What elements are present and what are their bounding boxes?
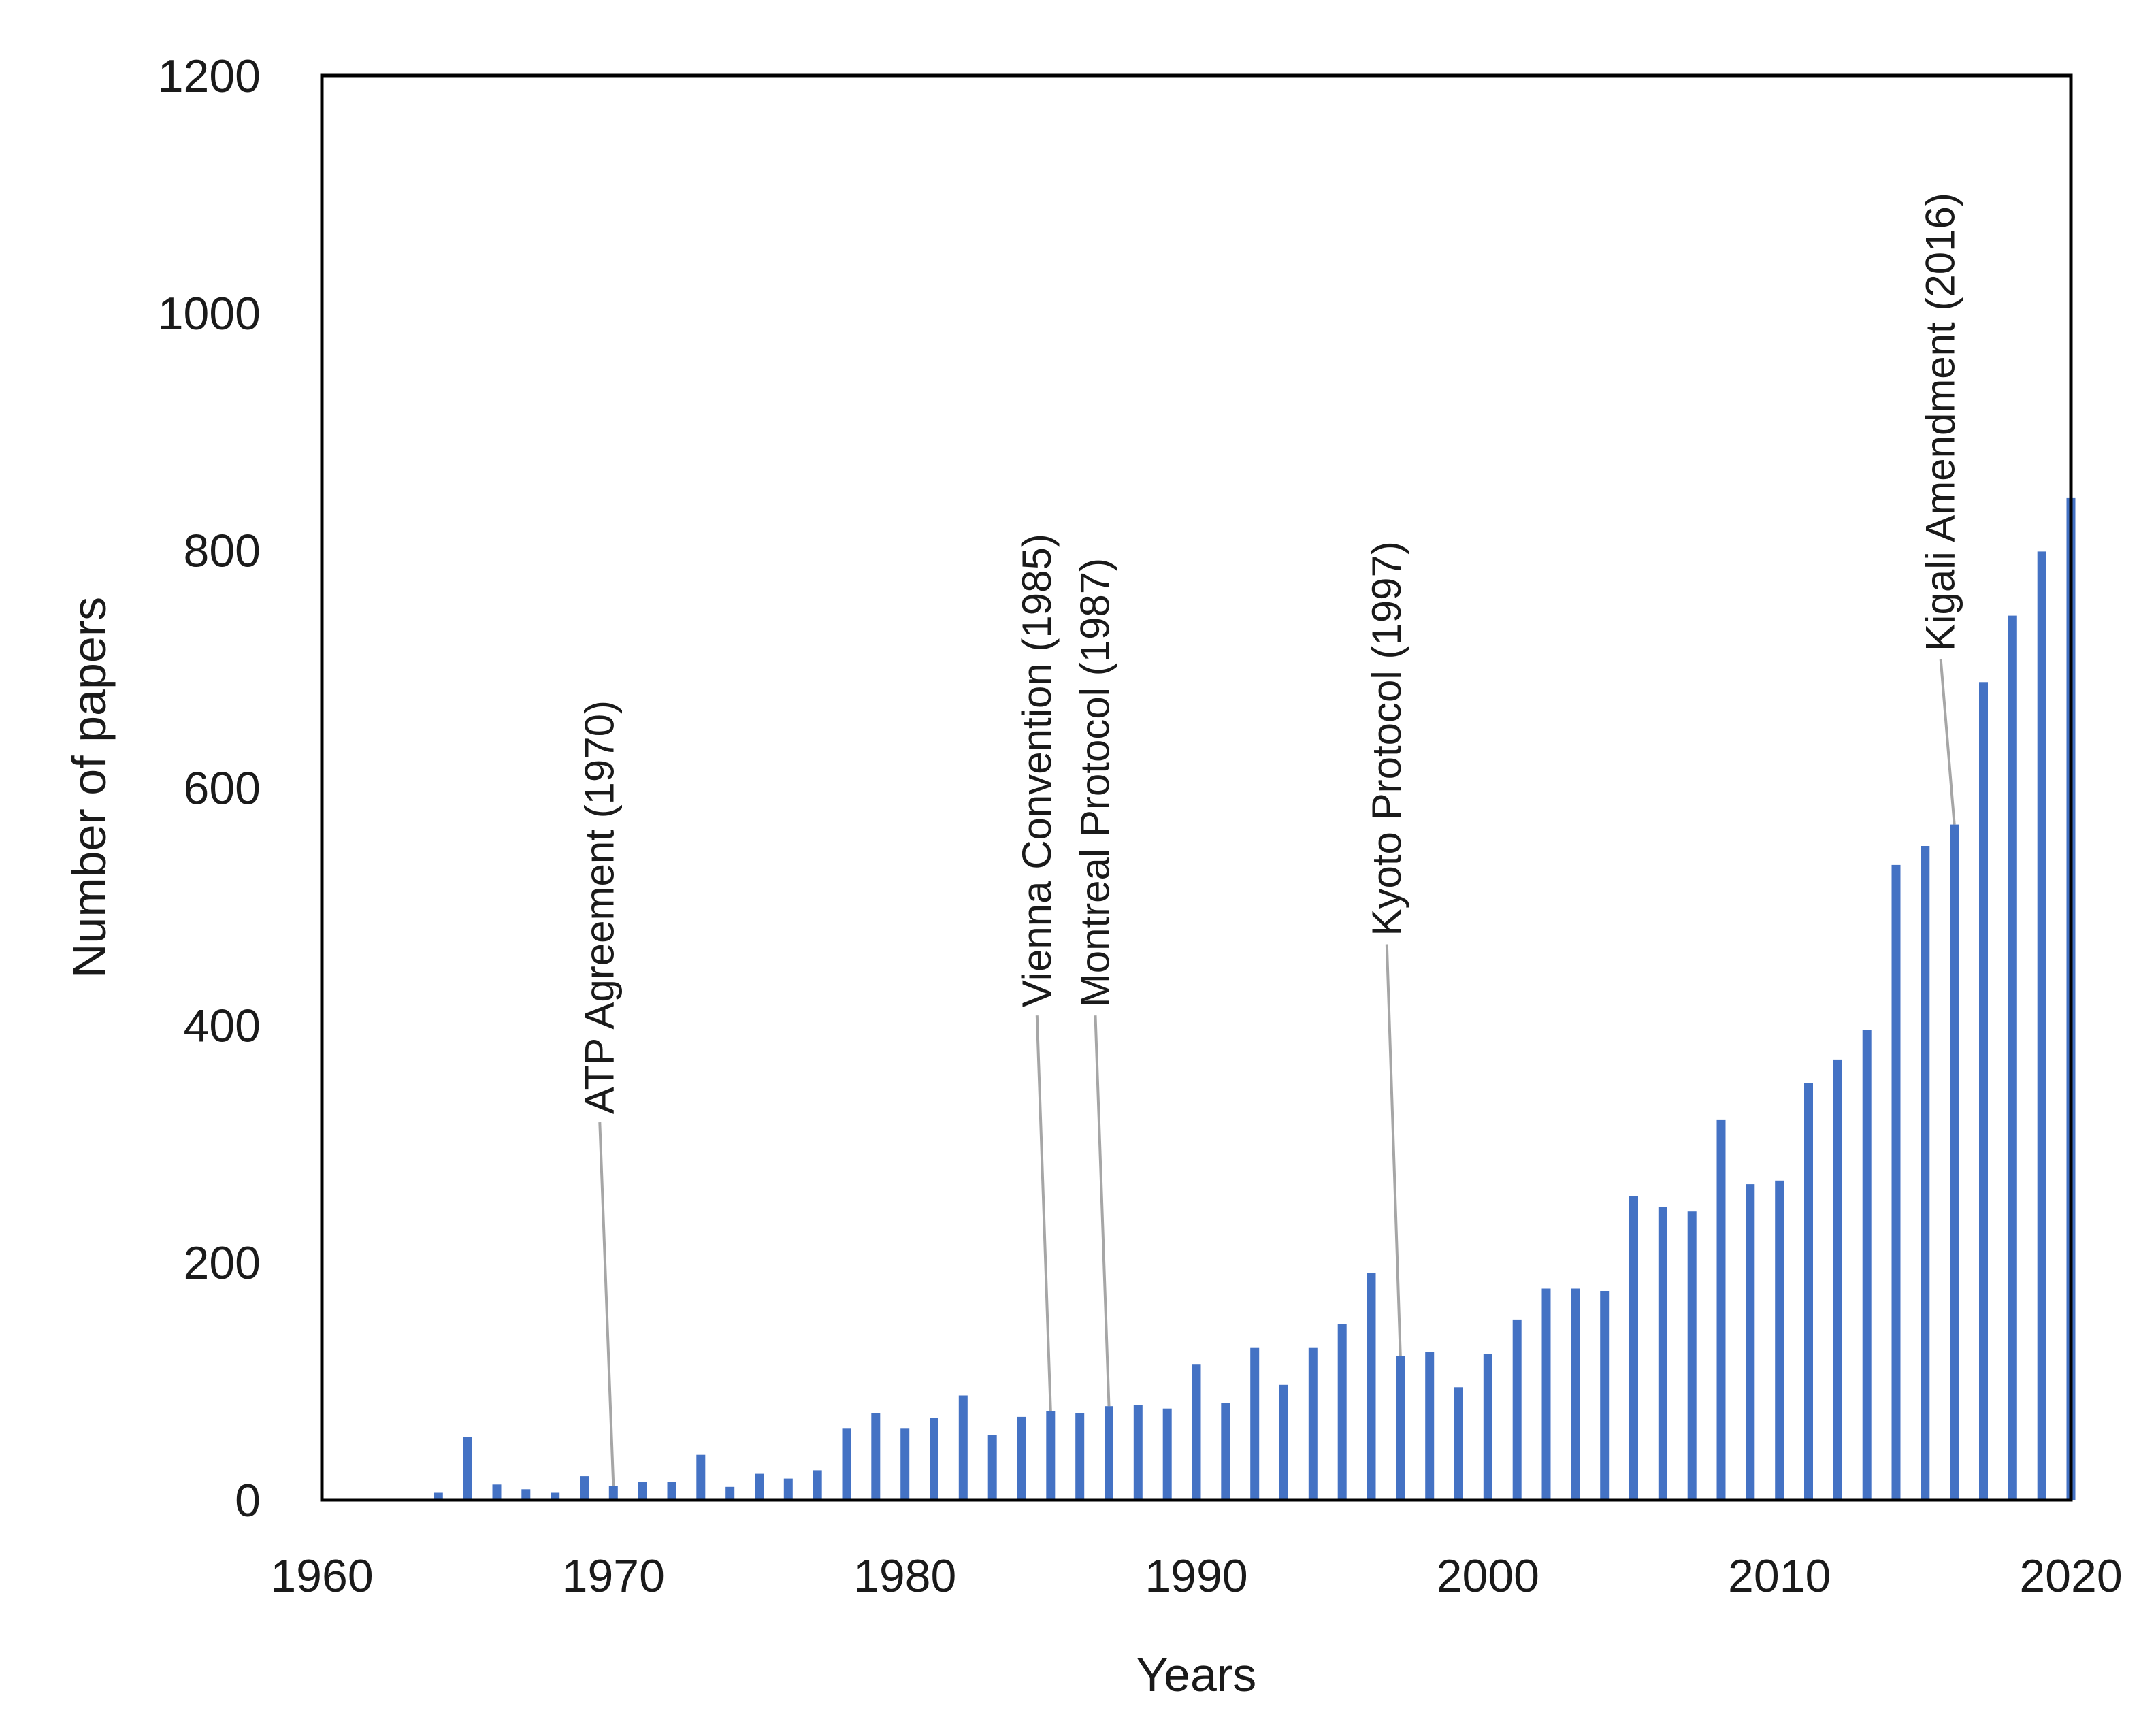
bar-1975 [755,1473,764,1500]
y-tick-label-1000: 1000 [158,288,261,340]
bar-2016 [1950,824,1959,1500]
annotation-line-2016 [1939,659,1956,825]
bar-1992 [1250,1347,1260,1500]
y-tick-label-600: 600 [184,763,261,815]
bar-1967 [521,1489,531,1500]
annotation-labels: ATP Agreement (1970) Vienna Convention (1… [576,193,1963,1114]
bar-1971 [638,1482,647,1500]
y-tick-label-1200: 1200 [158,50,261,102]
bar-2005 [1629,1196,1638,1500]
annotation-line-1987 [1094,1015,1111,1407]
bar-1986 [1075,1413,1085,1500]
bar-1994 [1308,1347,1318,1500]
bar-1995 [1337,1324,1347,1500]
bar-2019 [2037,551,2046,1500]
bar-2018 [2008,615,2017,1500]
bar-2013 [1862,1030,1872,1500]
bar-1999 [1454,1387,1463,1500]
bar-1966 [492,1484,502,1500]
bar-1972 [667,1482,676,1500]
bar-1982 [958,1395,968,1500]
annotation-label-1970: ATP Agreement (1970) [576,700,622,1114]
bar-2001 [1512,1319,1522,1500]
x-tick-label-2020: 2020 [2019,1550,2122,1602]
bar-2007 [1687,1211,1697,1500]
bar-2004 [1600,1291,1610,1500]
bar-2012 [1833,1059,1842,1500]
y-axis-tick-labels: 0 200 400 600 800 1000 1200 [158,50,261,1526]
x-axis-tick-labels: 1960 1970 1980 1990 2000 2010 2020 [270,1550,2122,1602]
y-tick-label-0: 0 [235,1475,261,1526]
bar-1969 [580,1476,589,1500]
bar-1978 [842,1428,851,1500]
y-tick-label-400: 400 [184,1000,261,1051]
bar-1988 [1133,1405,1143,1500]
bar-1989 [1162,1408,1172,1500]
bar-1981 [930,1418,938,1500]
plot-area-frame [320,73,2073,1502]
annotation-line-1997 [1385,944,1402,1357]
bar-1985 [1046,1411,1056,1500]
x-axis-title: Years [1137,1648,1256,1701]
bar-2003 [1571,1288,1580,1500]
bar-1979 [871,1413,881,1500]
bar-1987 [1105,1406,1113,1500]
x-tick-label-1990: 1990 [1145,1550,1247,1602]
bar-1991 [1221,1403,1230,1500]
annotation-line-1985 [1035,1015,1052,1411]
bar-1997 [1396,1356,1405,1500]
bar-1964 [434,1492,443,1500]
bar-1970 [608,1486,618,1500]
bar-1998 [1425,1352,1435,1500]
data-bars [434,497,2076,1500]
bar-2015 [1921,846,1930,1500]
x-tick-label-1960: 1960 [270,1550,373,1602]
bar-1996 [1367,1273,1376,1500]
bar-1980 [900,1428,910,1500]
bar-2000 [1483,1354,1492,1500]
bar-1984 [1017,1416,1026,1500]
x-tick-label-2010: 2010 [1728,1550,1831,1602]
annotation-leader-lines [598,659,1956,1486]
bar-1974 [725,1486,735,1500]
bar-2008 [1716,1119,1726,1500]
bar-1976 [783,1478,793,1500]
bar-2014 [1891,864,1901,1500]
x-tick-label-1980: 1980 [853,1550,956,1602]
bar-1983 [987,1435,997,1500]
bar-2010 [1775,1180,1784,1500]
y-tick-label-800: 800 [184,525,261,577]
annotation-label-2016: Kigali Amendment (2016) [1918,193,1963,651]
x-tick-label-1970: 1970 [562,1550,665,1602]
annotation-label-1997: Kyoto Protocol (1997) [1364,541,1409,936]
bar-1968 [551,1492,560,1500]
y-tick-label-200: 200 [184,1237,261,1289]
annotation-line-1970 [598,1122,615,1486]
bar-2006 [1658,1207,1667,1500]
y-axis-title: Number of papers [63,597,116,978]
annotation-label-1985: Vienna Convention (1985) [1014,534,1060,1007]
bar-1977 [813,1470,822,1500]
bar-1965 [463,1437,472,1500]
bar-2011 [1804,1083,1813,1500]
bar-2017 [1979,682,1988,1500]
bar-1993 [1279,1384,1288,1500]
annotation-label-1987: Montreal Protocol (1987) [1073,558,1118,1007]
bar-1990 [1192,1364,1201,1500]
bar-2009 [1746,1184,1755,1500]
x-tick-label-2000: 2000 [1437,1550,1539,1602]
bar-1973 [696,1454,706,1500]
bar-2002 [1541,1288,1551,1500]
